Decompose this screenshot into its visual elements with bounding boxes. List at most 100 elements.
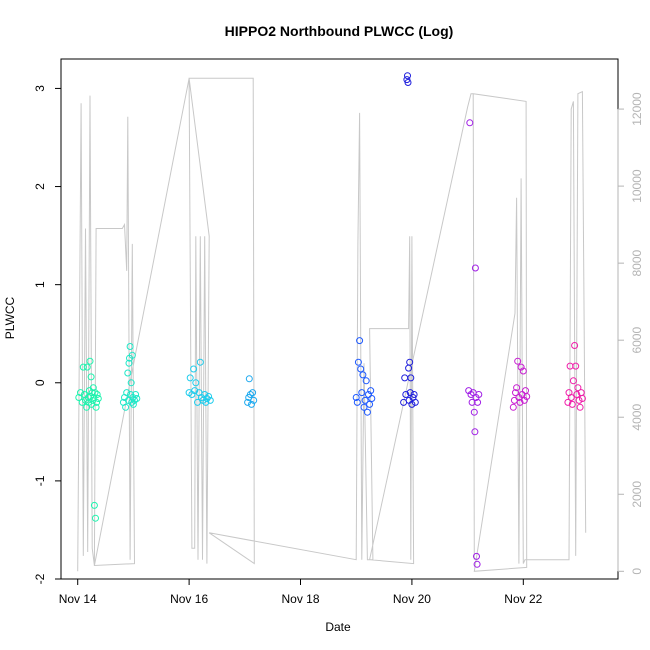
data-point (404, 72, 411, 80)
data-point (91, 389, 99, 397)
series-2 (119, 343, 141, 411)
data-point (360, 403, 368, 411)
data-point (404, 79, 412, 86)
data-point (576, 403, 584, 411)
data-point (402, 391, 410, 398)
data-point (575, 396, 583, 404)
data-points (75, 72, 586, 568)
data-point (83, 363, 91, 371)
data-point (249, 389, 257, 397)
data-point (523, 393, 531, 400)
data-point (87, 393, 94, 400)
plot-frame (60, 58, 619, 580)
data-point (92, 403, 100, 411)
data-point (92, 514, 99, 522)
data-point (407, 374, 415, 382)
data-point (93, 398, 101, 406)
data-point (123, 389, 131, 397)
data-point (358, 389, 366, 397)
data-point (191, 387, 199, 395)
y-axis-label: PLWCC (3, 296, 17, 339)
x-tick-label: Nov 14 (59, 592, 97, 606)
y-tick-label: -2 (33, 573, 47, 584)
data-point (366, 400, 374, 408)
data-point (410, 391, 418, 398)
data-point (250, 396, 258, 404)
data-point (362, 377, 370, 385)
data-point (522, 387, 529, 395)
data-point (520, 396, 528, 404)
chart-title: HIPPO2 Northbound PLWCC (Log) (225, 23, 454, 39)
data-point (574, 384, 582, 392)
series-9 (564, 342, 586, 411)
data-point (568, 400, 576, 408)
data-point (475, 391, 483, 398)
data-point (573, 391, 581, 398)
series-5 (352, 337, 376, 416)
data-point (465, 387, 473, 395)
data-point (132, 391, 140, 398)
data-point (122, 403, 130, 411)
y2-tick-label: 2000 (630, 481, 644, 508)
data-point (470, 408, 478, 416)
x-tick-label: Nov 18 (281, 592, 319, 606)
data-point (514, 357, 522, 365)
data-point (186, 374, 194, 382)
data-point (94, 395, 102, 402)
data-point (77, 389, 84, 397)
data-point (87, 373, 95, 381)
y-axis: -2 -1 0 1 2 3 (33, 85, 62, 584)
series-8 (509, 357, 531, 411)
data-point (133, 395, 141, 402)
series-6 (400, 72, 419, 408)
data-point (125, 359, 133, 367)
data-point (473, 552, 480, 560)
data-point (411, 398, 419, 406)
data-point (206, 396, 214, 404)
data-point (124, 369, 132, 377)
data-point (357, 365, 365, 373)
data-point (564, 398, 572, 406)
data-point (352, 394, 360, 401)
data-point (578, 395, 586, 402)
data-point (471, 264, 479, 272)
data-point (519, 367, 527, 375)
data-point (248, 400, 255, 408)
data-point (359, 371, 367, 379)
data-point (356, 337, 364, 345)
data-point (246, 391, 254, 398)
x-axis-label: Date (325, 620, 351, 634)
secondary-y-axis: 0 2000 4000 6000 8000 10000 12000 (617, 92, 644, 575)
x-tick-label: Nov 22 (504, 592, 542, 606)
data-point (127, 379, 135, 387)
data-point (408, 400, 416, 408)
data-point (467, 391, 475, 398)
data-point (361, 396, 369, 404)
data-point (203, 395, 211, 402)
data-point (86, 357, 94, 365)
data-point (190, 365, 198, 373)
series-4 (244, 375, 258, 408)
data-point (128, 351, 136, 359)
y-tick-label: 1 (33, 281, 47, 288)
data-point (474, 398, 482, 406)
series-7 (465, 119, 483, 568)
data-point (473, 560, 481, 568)
data-point (509, 403, 517, 411)
y-tick-label: 0 (33, 379, 47, 386)
data-point (406, 358, 414, 366)
data-point (245, 375, 253, 383)
y2-tick-label: 6000 (630, 327, 644, 354)
data-point (201, 391, 209, 398)
y2-tick-label: 8000 (630, 249, 644, 276)
data-point (363, 408, 371, 416)
data-point (466, 119, 474, 127)
series-1 (75, 357, 102, 522)
y2-tick-label: 0 (630, 568, 644, 575)
y-tick-label: 3 (33, 85, 47, 92)
data-point (196, 358, 204, 366)
data-point (513, 384, 521, 392)
y2-tick-label: 4000 (630, 404, 644, 431)
x-tick-label: Nov 20 (393, 592, 431, 606)
x-axis: Nov 14 Nov 16 Nov 18 Nov 20 Nov 22 (59, 578, 543, 606)
